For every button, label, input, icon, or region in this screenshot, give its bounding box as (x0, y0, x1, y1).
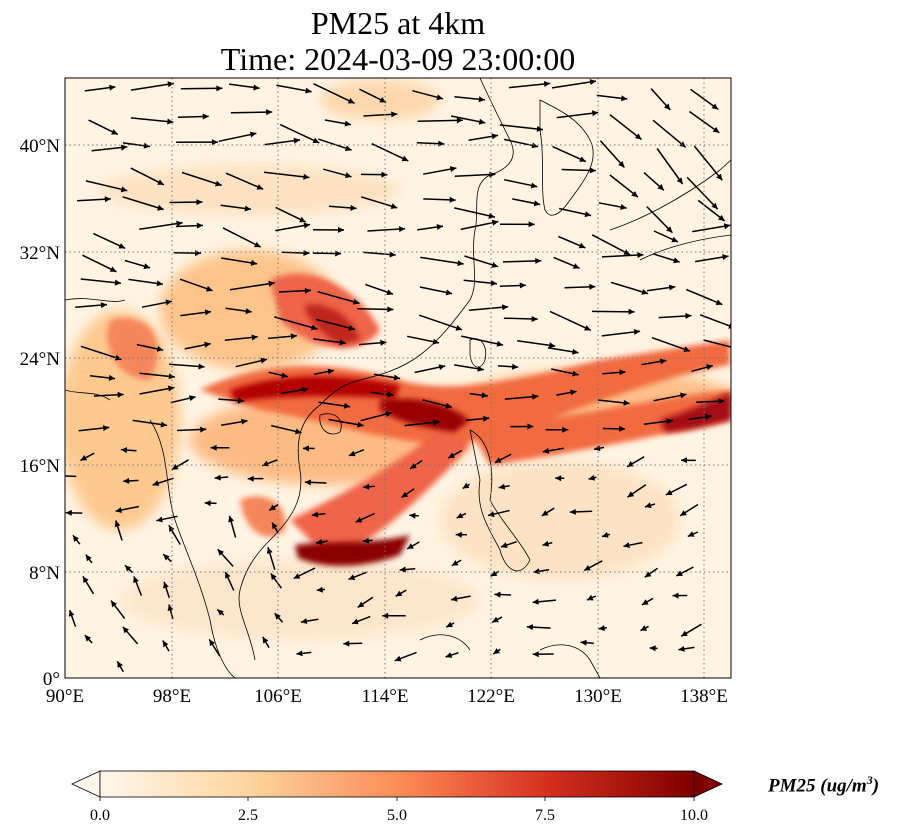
map-figure: 40°N 32°N 24°N 16°N 8°N 0° 90°E 98°E 106… (0, 0, 905, 836)
lat-tick-label: 8°N (29, 563, 60, 584)
lat-tick-label: 32°N (20, 243, 61, 264)
lat-tick-label: 16°N (20, 456, 61, 477)
colorbar-ticks (100, 797, 694, 801)
colorbar: 0.0 2.5 5.0 7.5 10.0 (72, 771, 722, 824)
colorbar-tick-label: 5.0 (387, 807, 407, 824)
colorbar-label: PM25 (ug/m3) (768, 773, 879, 797)
map-panel (54, 78, 740, 678)
lon-tick-label: 130°E (574, 686, 622, 707)
lon-tick-label: 106°E (254, 686, 302, 707)
lon-tick-label: 90°E (46, 686, 84, 707)
colorbar-tick-label: 10.0 (680, 807, 708, 824)
wind-vector-head (733, 345, 740, 351)
wind-vector-shaft (418, 120, 463, 121)
lon-tick-label: 122°E (467, 686, 515, 707)
wind-vector-shaft (231, 112, 272, 113)
lon-tick-label: 114°E (362, 686, 409, 707)
colorbar-tick-label: 0.0 (90, 807, 110, 824)
lat-tick-labels: 40°N 32°N 24°N 16°N 8°N 0° (20, 136, 61, 690)
wind-vector-shaft (592, 311, 635, 312)
lon-tick-label: 138°E (680, 686, 728, 707)
lat-tick-label: 24°N (20, 349, 61, 370)
colorbar-label-text: PM25 (ug/m (768, 775, 867, 796)
colorbar-label-close: ) (873, 775, 879, 796)
colorbar-extend-min (72, 771, 100, 797)
lon-tick-label: 98°E (153, 686, 191, 707)
colorbar-tick-label: 2.5 (238, 807, 258, 824)
lat-tick-label: 40°N (20, 136, 61, 157)
lon-tick-labels: 90°E 98°E 106°E 114°E 122°E 130°E 138°E (46, 686, 728, 707)
colorbar-extend-max (694, 771, 722, 797)
colorbar-gradient (100, 771, 694, 797)
colorbar-tick-label: 7.5 (535, 807, 555, 824)
wind-vector-shaft (181, 88, 223, 89)
